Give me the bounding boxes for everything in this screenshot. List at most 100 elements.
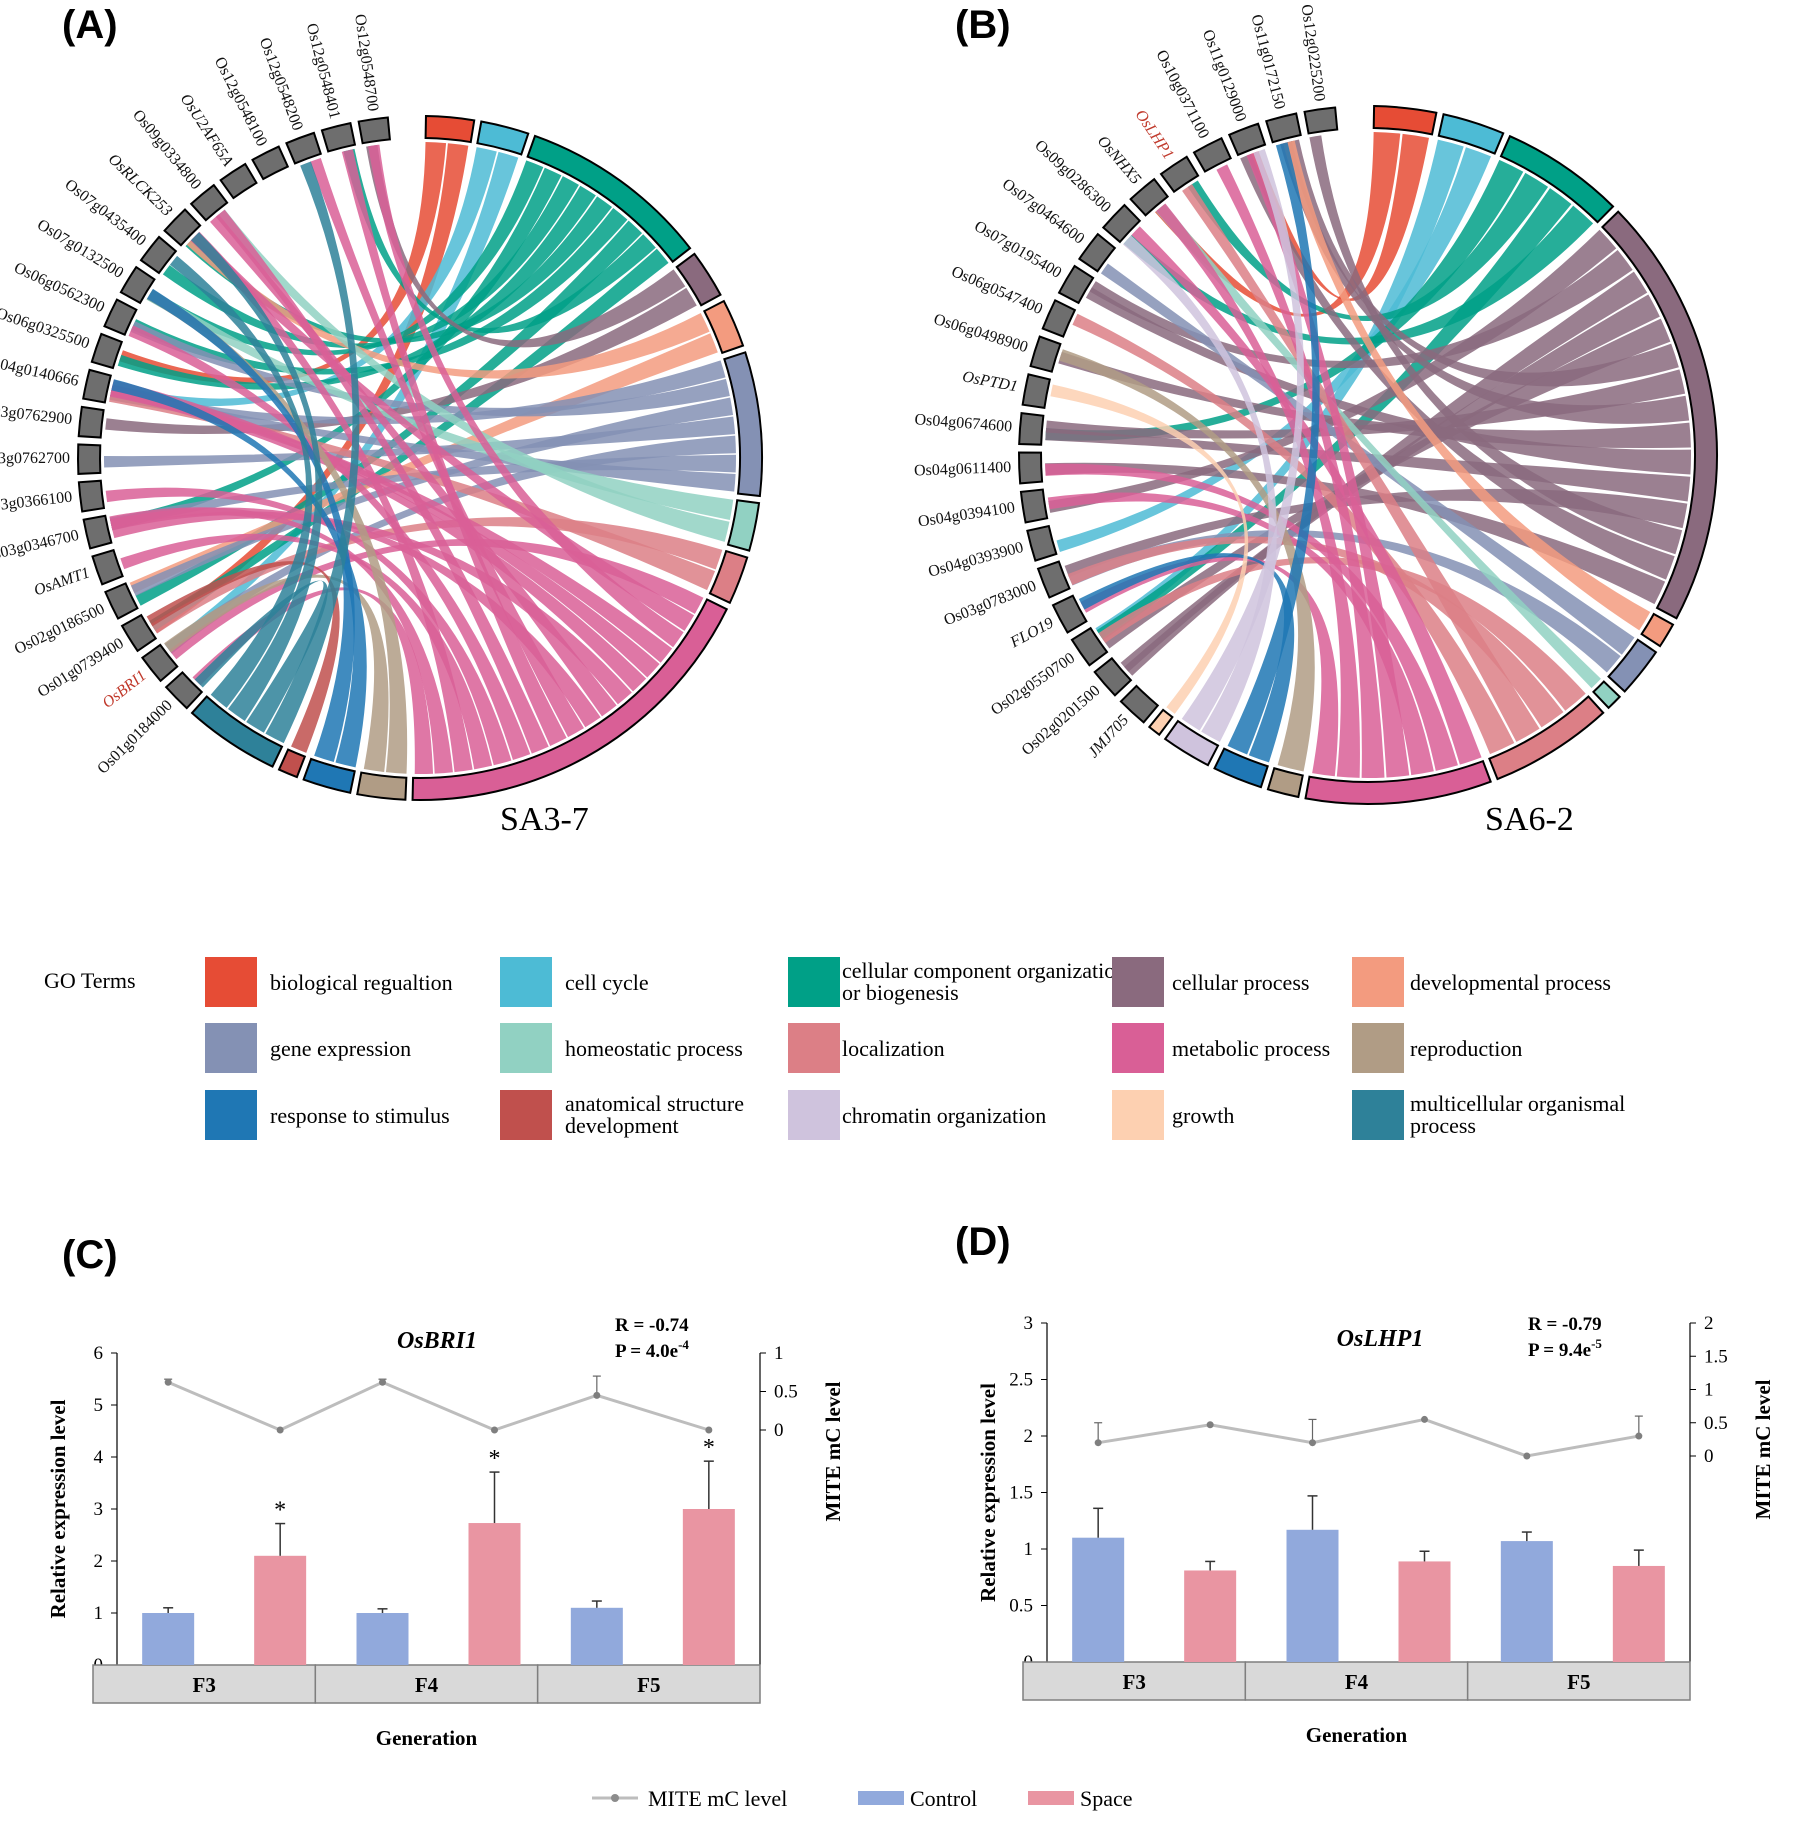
legend-swatch-gene-expression [205,1023,257,1073]
mite-point [491,1426,498,1434]
gene-label: Os12g0548200 [256,35,306,133]
x-tick-label: F3 [1123,1670,1146,1694]
gene-segment [1029,335,1062,373]
x-axis-title: Generation [376,1726,478,1750]
gene-label: Os03g0346700 [0,527,80,565]
chord-ribbon [190,232,695,631]
gene-segment [119,265,156,305]
gene-label: Os06g0547400 [949,263,1045,318]
mite-point [1635,1432,1643,1440]
category-cell [536,1664,761,1704]
legend-control-label: Control [910,1786,977,1811]
gene-label: OsPTD1 [961,368,1019,395]
legend-label-developmental-process: developmental process [1410,970,1611,995]
gene-segment [1026,524,1058,562]
term-segment-metabolic-process [1304,759,1492,805]
category-cell [92,1664,317,1704]
legend-swatch-biological-regualtion [205,957,257,1007]
chord-ribbon [1287,139,1679,387]
gene-label: Os03g0762900 [0,401,73,428]
legend-label-gene-expression: gene expression [270,1036,411,1061]
gene-label: OsU2AF65A [177,91,237,170]
gene-label: Os04g0140666 [0,352,80,390]
gene-segment [1018,451,1044,485]
chord-ribbon [309,157,584,738]
panel-label-c: (C) [62,1233,118,1277]
y2-tick-label: 0.5 [774,1382,798,1403]
legend-swatch-multicellular-organismal-process [1352,1090,1404,1140]
y2-tick-label: 0 [774,1420,784,1441]
term-segment-multicellular-organismal-process [190,695,284,768]
chord-ribbon [162,176,579,349]
gene-label: Os11g0129000 [1199,27,1250,124]
stat-r: R = -0.79 [1528,1314,1602,1335]
chord-ribbon [130,397,734,597]
legend-swatch-response-to-stimulus [205,1090,257,1140]
x-tick-label: F5 [637,1673,660,1697]
term-segment-cell-cycle [1437,113,1505,155]
term-segment-metabolic-process [411,598,729,801]
gene-label: Os04g0393900 [926,539,1025,581]
chord-ribbon [104,416,736,468]
chord-ribbon [109,388,736,492]
gene-segment [1057,264,1095,305]
legend-swatch-localization [788,1023,840,1073]
gene-label: Os12g0548401 [303,22,343,121]
mite-point [379,1378,386,1386]
gene-segment [120,613,158,653]
chord-ribbon [120,533,493,770]
term-segment-gene-expression [723,351,763,498]
chord-ribbon [1098,556,1586,711]
term-segment-developmental-process [1640,612,1675,648]
term-segment-developmental-process [702,299,745,355]
x-axis-title: Generation [1306,1723,1408,1747]
significance-marker: * [703,1435,715,1461]
gene-segment [1227,122,1267,157]
chord-ribbon [1131,226,1482,765]
legend-swatch-cell-cycle [500,957,552,1007]
term-segment-cellular-process [675,252,722,307]
mite-point [1206,1421,1214,1429]
gene-segment [140,643,179,683]
chord-ribbon [1059,349,1315,772]
gene-segment [1264,112,1302,144]
term-segment-biological-regualtion [424,115,476,144]
chord-ribbons [104,142,736,774]
gene-segment [104,582,139,620]
y2-axis-title: MITE mC level [1751,1379,1775,1519]
gene-segment [1051,594,1088,634]
bar-space [1398,1561,1451,1662]
chord-ribbon [210,214,617,717]
gene-segment [1018,412,1045,446]
legend-label-chromatin-organization: chromatin organization [842,1103,1046,1128]
y-tick-label: 3 [1024,1313,1034,1334]
legend-label-response-to-stimulus: response to stimulus [270,1103,450,1128]
chord-diagram-b: JMJ705Os02g0201500Os02g0550700FLO19Os03g… [914,3,1718,805]
gene-label: Os03g0762700 [0,450,70,467]
gene-segment [77,479,106,513]
bar-control [356,1613,409,1665]
y2-tick-label: 0.5 [1704,1413,1728,1434]
bar-control [142,1613,195,1665]
x-tick-label: F4 [415,1673,439,1697]
y-tick-label: 1 [94,1603,104,1624]
term-segment-reproduction [1266,767,1304,799]
gene-segment [1041,298,1077,338]
go-legend: biological regualtion cell cycle cellular … [205,957,1625,1140]
gene-label: Os04g0611400 [914,459,1012,480]
gene-segment [1093,656,1133,697]
legend-label-anatomical-structure-development: anatomical structure development [565,1091,744,1138]
gene-label: OsLHP1 [1132,107,1177,163]
bar-space [1612,1565,1665,1662]
legend-mite-label: MITE mC level [648,1786,787,1811]
chord-ribbon [1247,133,1430,301]
chord-ribbon [1102,318,1671,649]
panel-label-d: (D) [955,1220,1011,1264]
gene-segment [1192,136,1233,173]
y2-tick-label: 2 [1704,1313,1714,1334]
term-segment-cellular-component-organization-or-biogenesis [526,134,692,264]
mite-point [164,1378,172,1386]
category-cell [1022,1661,1247,1701]
sample-label-b: SA6-2 [1485,801,1574,838]
